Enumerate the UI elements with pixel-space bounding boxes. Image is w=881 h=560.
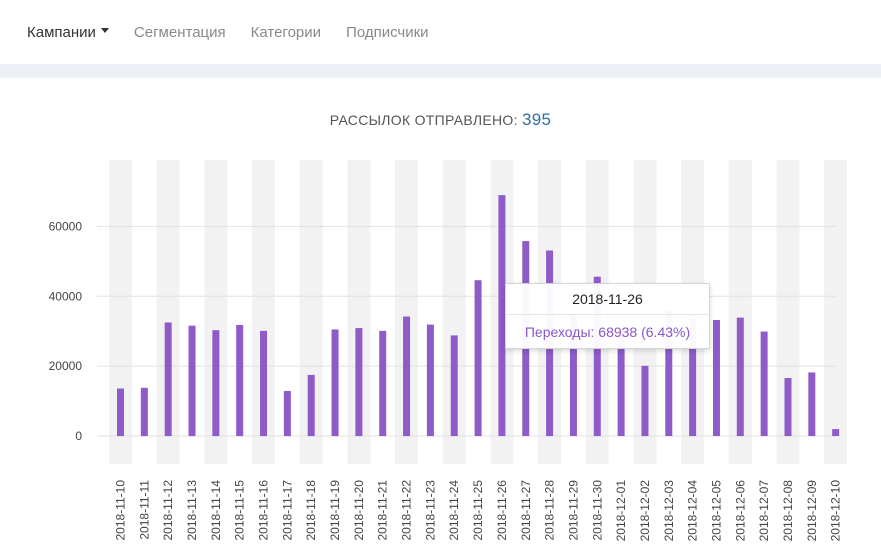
x-tick-label: 2018-11-24 — [447, 480, 461, 541]
chevron-down-icon — [100, 28, 109, 34]
summary-count: 395 — [521, 110, 552, 129]
nav-item-categories[interactable]: Категории — [250, 23, 322, 41]
chart-stripe-band — [824, 160, 848, 464]
chart-stripe-band — [204, 160, 228, 464]
content-divider — [0, 64, 881, 78]
x-tick-label: 2018-11-12 — [161, 480, 175, 541]
chart-tooltip: 2018-11-26 Переходы: 68938 (6.43%) — [505, 283, 710, 349]
x-tick-label: 2018-12-01 — [614, 480, 628, 542]
x-tick-label: 2018-11-11 — [137, 480, 151, 540]
chart-bar — [808, 372, 816, 437]
y-tick-label: 0 — [75, 429, 82, 443]
x-tick-label: 2018-12-04 — [686, 480, 700, 542]
chart-bar — [569, 315, 577, 437]
chart-bar — [188, 325, 196, 437]
x-tick-label: 2018-11-23 — [423, 480, 437, 541]
nav-item-segmentation[interactable]: Сегментация — [133, 23, 226, 41]
x-tick-label: 2018-11-14 — [209, 480, 223, 541]
nav-item-campaigns[interactable]: Кампании — [27, 24, 109, 41]
chart-stripe-band — [728, 160, 752, 464]
x-tick-label: 2018-11-29 — [566, 480, 580, 541]
x-tick-label: 2018-11-26 — [495, 480, 509, 541]
chart-bar — [307, 374, 315, 437]
tooltip-date: 2018-11-26 — [506, 284, 709, 315]
tooltip-value: Переходы: 68938 (6.43%) — [524, 324, 691, 340]
chart-stripe-band — [347, 160, 371, 464]
y-tick-label: 40000 — [49, 289, 83, 303]
x-tick-label: 2018-11-28 — [543, 480, 557, 541]
chart-bar — [736, 317, 744, 437]
x-tick-label: 2018-11-10 — [114, 480, 128, 541]
chart-bar — [498, 195, 506, 437]
x-tick-label: 2018-12-08 — [781, 480, 795, 542]
chart-bar — [712, 320, 720, 437]
chart-bar — [617, 328, 625, 437]
x-tick-label: 2018-11-20 — [352, 480, 366, 541]
x-tick-label: 2018-11-19 — [328, 480, 342, 541]
x-tick-label: 2018-11-25 — [471, 480, 485, 541]
chart-stripe-band — [109, 160, 132, 464]
nav-item-campaigns-label: Кампании — [27, 23, 96, 41]
chart-bar — [593, 276, 601, 437]
y-tick-label: 20000 — [49, 359, 83, 373]
chart-bar — [355, 328, 363, 437]
x-tick-label: 2018-12-07 — [757, 480, 771, 542]
x-tick-label: 2018-11-13 — [185, 480, 199, 541]
x-tick-label: 2018-11-16 — [257, 480, 271, 541]
x-tick-label: 2018-12-09 — [805, 480, 819, 542]
chart-bar — [474, 280, 482, 437]
chart-stripe-band — [156, 160, 180, 464]
summary-label: РАССЫЛОК ОТПРАВЛЕНО: — [329, 112, 518, 128]
nav-item-subscribers[interactable]: Подписчики — [346, 23, 429, 41]
chart-bar — [760, 331, 768, 437]
chart-bar — [784, 378, 792, 437]
chart-bar — [140, 387, 148, 437]
x-tick-label: 2018-12-03 — [662, 480, 676, 542]
x-tick-label: 2018-11-18 — [304, 480, 318, 541]
chart-stripe-band — [395, 160, 419, 464]
chart-bar — [641, 365, 649, 437]
x-tick-label: 2018-12-02 — [638, 480, 652, 542]
chart-bar — [331, 329, 339, 437]
top-navbar: Кампании Сегментация Категории Подписчик… — [0, 0, 881, 64]
x-tick-label: 2018-11-22 — [400, 480, 414, 541]
chart-bar — [450, 335, 458, 437]
chart-bar — [665, 310, 673, 437]
chart-stripe-band — [299, 160, 323, 464]
chart-bar — [164, 322, 172, 437]
x-tick-label: 2018-12-10 — [829, 480, 843, 542]
chart-bar — [236, 324, 244, 437]
x-tick-label: 2018-11-21 — [376, 480, 390, 541]
chart-bar — [403, 316, 411, 437]
x-tick-label: 2018-11-17 — [280, 480, 294, 541]
x-tick-label: 2018-11-15 — [233, 480, 247, 541]
chart-bar — [283, 390, 291, 437]
x-tick-label: 2018-11-27 — [519, 480, 533, 541]
chart-bar — [426, 324, 434, 437]
summary-heading: РАССЫЛОК ОТПРАВЛЕНО: 395 — [0, 110, 881, 130]
chart-stripe-band — [442, 160, 466, 464]
chart-bar — [689, 318, 697, 437]
chart-bar — [379, 330, 387, 437]
chart-stripe-band — [776, 160, 800, 464]
chart-bar — [832, 429, 840, 437]
x-tick-label: 2018-12-06 — [733, 480, 747, 542]
chart-bar — [260, 330, 268, 437]
x-tick-label: 2018-11-30 — [590, 480, 604, 541]
chart-bar — [212, 330, 220, 437]
chart-bar — [117, 388, 124, 437]
y-tick-label: 60000 — [49, 219, 83, 233]
x-tick-label: 2018-12-05 — [709, 480, 723, 542]
chart-stripe-band — [252, 160, 276, 464]
